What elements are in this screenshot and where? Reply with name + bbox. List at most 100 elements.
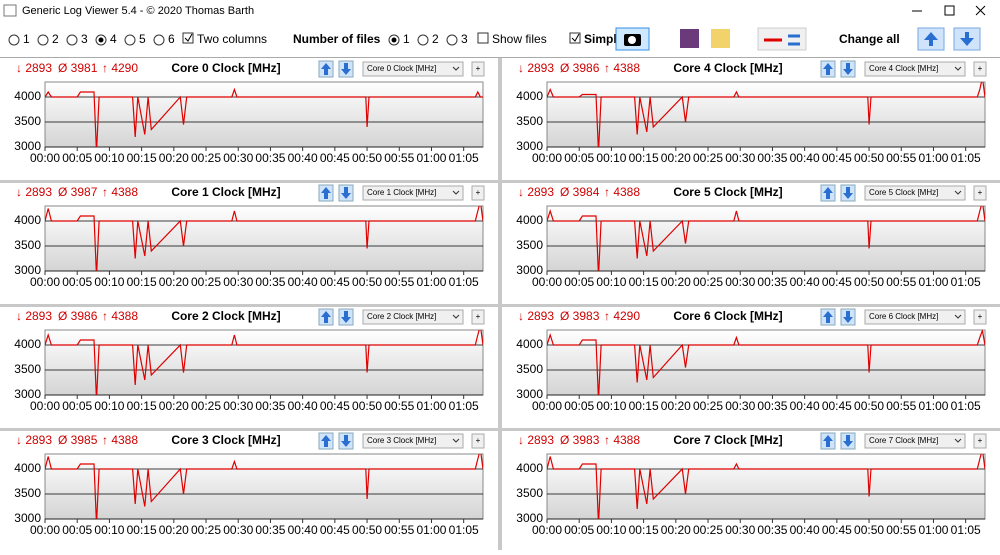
channel-dropdown[interactable] xyxy=(864,433,966,449)
channel-dropdown[interactable] xyxy=(864,185,966,201)
x-tick-label: 00:30 xyxy=(223,523,253,537)
x-tick-label: 00:30 xyxy=(725,399,755,413)
simple-checkbox[interactable] xyxy=(569,32,581,44)
x-tick-label: 00:15 xyxy=(127,151,157,165)
show-files-checkbox[interactable] xyxy=(477,32,489,44)
clock-line xyxy=(547,454,985,519)
dropdown-text: Core 1 Clock [MHz] xyxy=(367,188,436,197)
layout-radio[interactable] xyxy=(153,34,165,46)
avg-value: Ø 3981 xyxy=(58,61,98,75)
add-button[interactable] xyxy=(973,61,987,77)
plot-area xyxy=(546,453,986,520)
column-separator xyxy=(498,58,502,550)
check-mark xyxy=(184,33,193,42)
x-tick-label: 01:05 xyxy=(449,523,479,537)
x-tick-label: 00:25 xyxy=(191,151,221,165)
add-button[interactable] xyxy=(471,309,485,325)
avg-value: Ø 3983 xyxy=(560,309,600,323)
plot-area xyxy=(44,205,484,272)
x-tick-label: 00:35 xyxy=(757,151,787,165)
two-columns-checkbox[interactable] xyxy=(182,32,194,44)
x-tick-label: 00:35 xyxy=(255,399,285,413)
open-button[interactable] xyxy=(711,29,730,48)
x-tick-label: 00:25 xyxy=(191,275,221,289)
channel-dropdown[interactable] xyxy=(864,309,966,325)
maximize-button[interactable] xyxy=(944,5,955,16)
x-tick-label: 01:00 xyxy=(416,523,446,537)
add-button[interactable] xyxy=(973,185,987,201)
radio-dot xyxy=(391,37,397,43)
y-tick-label: 3500 xyxy=(516,114,543,128)
up-arrow xyxy=(823,311,833,323)
add-button[interactable] xyxy=(471,185,485,201)
add-button[interactable] xyxy=(973,433,987,449)
x-tick-label: 01:05 xyxy=(951,151,981,165)
save-button[interactable] xyxy=(680,29,699,48)
channel-dropdown[interactable] xyxy=(362,185,464,201)
x-tick-label: 00:25 xyxy=(191,399,221,413)
add-button[interactable] xyxy=(471,61,485,77)
x-tick-label: 00:30 xyxy=(223,151,253,165)
clock-line xyxy=(45,206,483,271)
layout-radio[interactable] xyxy=(66,34,78,46)
dropdown-text: Core 4 Clock [MHz] xyxy=(869,64,938,73)
y-tick-label: 3000 xyxy=(516,139,543,153)
x-tick-label: 00:45 xyxy=(320,523,350,537)
x-tick-label: 01:00 xyxy=(416,399,446,413)
layout-radio[interactable] xyxy=(37,34,49,46)
file-count-radio[interactable] xyxy=(417,34,429,46)
layout-option-label: 1 xyxy=(23,32,30,46)
add-button-label: + xyxy=(476,312,481,321)
y-tick-label: 4000 xyxy=(14,461,41,475)
add-button-label: + xyxy=(476,188,481,197)
channel-dropdown[interactable] xyxy=(864,61,966,77)
max-value: ↑ 4388 xyxy=(604,185,640,199)
plot-area xyxy=(44,453,484,520)
x-tick-label: 00:25 xyxy=(693,399,723,413)
channel-dropdown[interactable] xyxy=(362,61,464,77)
layout-radio[interactable] xyxy=(124,34,136,46)
avg-value: Ø 3986 xyxy=(58,309,98,323)
swap-icon xyxy=(788,34,800,46)
add-button[interactable] xyxy=(973,309,987,325)
x-tick-label: 01:00 xyxy=(918,523,948,537)
row-separator xyxy=(502,304,1000,307)
change-all-label: Change all xyxy=(839,32,900,46)
file-count-label: 3 xyxy=(461,32,468,46)
x-tick-label: 00:55 xyxy=(886,275,916,289)
file-count-radio[interactable] xyxy=(446,34,458,46)
x-tick-label: 00:05 xyxy=(564,275,594,289)
row-separator xyxy=(0,180,498,183)
x-tick-label: 00:40 xyxy=(288,399,318,413)
add-button-label: + xyxy=(978,312,983,321)
x-tick-label: 00:20 xyxy=(159,151,189,165)
app-icon xyxy=(3,4,17,17)
add-button[interactable] xyxy=(471,433,485,449)
x-tick-label: 00:50 xyxy=(854,151,884,165)
y-tick-label: 3000 xyxy=(14,263,41,277)
clock-line xyxy=(45,87,483,147)
x-tick-label: 00:55 xyxy=(384,275,414,289)
max-value: ↑ 4388 xyxy=(102,309,138,323)
y-tick-label: 3500 xyxy=(14,486,41,500)
dropdown-arrow xyxy=(954,438,962,443)
x-tick-label: 00:10 xyxy=(596,275,626,289)
channel-dropdown[interactable] xyxy=(362,309,464,325)
panel-title: Core 3 Clock [MHz] xyxy=(171,433,280,447)
camera-lens xyxy=(628,36,636,44)
channel-dropdown[interactable] xyxy=(362,433,464,449)
close-button[interactable] xyxy=(975,5,986,16)
y-tick-label: 3500 xyxy=(14,114,41,128)
x-tick-label: 00:55 xyxy=(886,151,916,165)
up-arrow xyxy=(823,63,833,75)
clock-line xyxy=(547,206,985,271)
up-arrow xyxy=(321,435,331,447)
row-separator xyxy=(0,304,498,307)
x-tick-label: 01:05 xyxy=(951,399,981,413)
dropdown-arrow xyxy=(954,190,962,195)
x-tick-label: 00:40 xyxy=(790,151,820,165)
layout-radio[interactable] xyxy=(8,34,20,46)
x-tick-label: 00:15 xyxy=(127,275,157,289)
y-tick-label: 3000 xyxy=(14,511,41,525)
